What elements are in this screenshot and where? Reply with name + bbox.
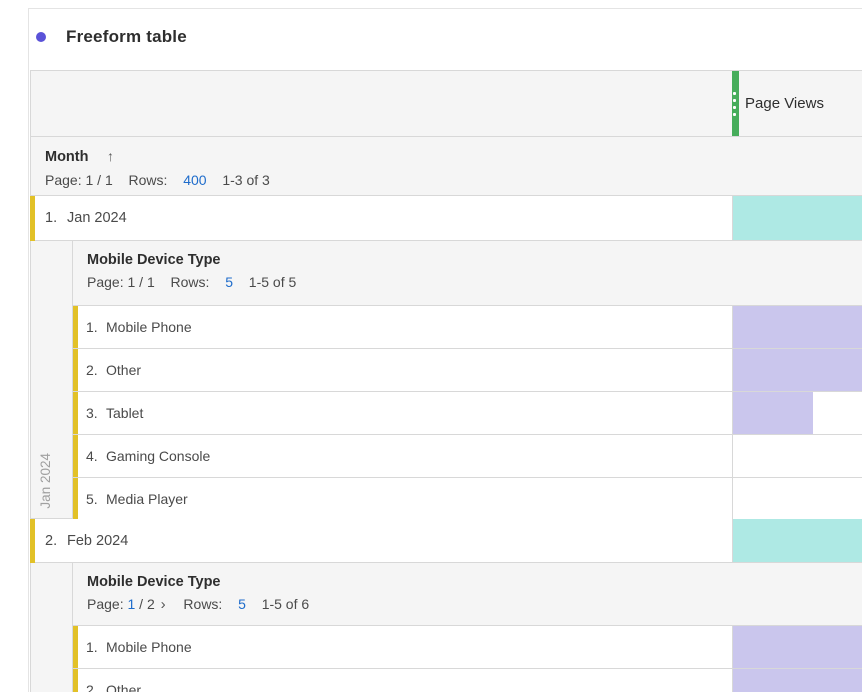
row-label[interactable]: Other <box>106 362 142 378</box>
row-index: 1. <box>86 639 98 655</box>
breakdown-row-media-player[interactable]: 5. Media Player <box>73 478 862 521</box>
value-cell[interactable] <box>732 435 733 477</box>
rows-count-link[interactable]: 5 <box>238 596 246 612</box>
breakdown-title[interactable]: Mobile Device Type <box>87 574 221 590</box>
breakdown-header: Mobile Device Type Page: 1 / 1 Rows: 5 1… <box>73 241 862 306</box>
panel-accent-dot-icon <box>36 32 46 42</box>
value-cell[interactable] <box>732 519 862 562</box>
breakdown-row-mobile-phone[interactable]: 1. Mobile Phone <box>73 306 862 349</box>
row-label-cell[interactable]: 1. Jan 2024 <box>45 196 127 240</box>
row-label[interactable]: Other <box>106 682 142 692</box>
row-marker-bar <box>30 519 35 563</box>
panel-title[interactable]: Freeform table <box>66 27 187 46</box>
row-label[interactable]: Jan 2024 <box>67 210 127 226</box>
value-cell[interactable] <box>732 478 733 520</box>
page-label: Page: <box>45 172 82 188</box>
breakdown-side-column <box>31 563 73 692</box>
freeform-table: Page Views Month ↑ Page: 1 / 1 Rows: 400… <box>30 70 862 692</box>
row-marker-bar <box>73 478 78 520</box>
metric-column-header[interactable]: Page Views <box>745 95 824 112</box>
breakdown-side-column: Jan 2024 <box>31 241 73 519</box>
range-text: 1-5 of 6 <box>261 596 310 612</box>
page-value: 1 / 1 <box>85 172 113 188</box>
row-index: 2. <box>86 362 98 378</box>
row-label[interactable]: Mobile Phone <box>106 639 192 655</box>
breakdown-row-gaming-console[interactable]: 4. Gaming Console <box>73 435 862 478</box>
breakdown-title[interactable]: Mobile Device Type <box>87 252 221 268</box>
row-marker-bar <box>30 196 35 241</box>
rows-label: Rows: <box>183 596 223 612</box>
sort-ascending-icon[interactable]: ↑ <box>106 148 114 164</box>
row-index: 4. <box>86 448 98 464</box>
page-label: Page: <box>87 596 124 612</box>
value-cell[interactable] <box>732 669 862 692</box>
row-index: 5. <box>86 491 98 507</box>
page-value: 1 / 1 <box>127 274 155 290</box>
row-index: 1. <box>86 319 98 335</box>
value-cell[interactable] <box>732 306 862 348</box>
row-marker-bar <box>73 435 78 477</box>
rows-label: Rows: <box>170 274 210 290</box>
dimension-header-row: Month ↑ Page: 1 / 1 Rows: 400 1-3 of 3 <box>31 137 862 196</box>
breakdown-row-tablet[interactable]: 3. Tablet <box>73 392 862 435</box>
row-marker-bar <box>73 669 78 692</box>
rows-count-link[interactable]: 5 <box>225 274 233 290</box>
pagination-line: Page: 1 / 1 Rows: 400 1-3 of 3 <box>45 172 862 188</box>
value-cell[interactable] <box>732 626 862 668</box>
value-cell[interactable] <box>732 349 862 391</box>
breakdown-header: Mobile Device Type Page: 1 / 2 › Rows: 5… <box>73 563 862 626</box>
table-row-jan-2024[interactable]: 1. Jan 2024 <box>30 196 862 241</box>
rows-count-link[interactable]: 400 <box>183 172 207 188</box>
value-cell[interactable] <box>732 196 862 240</box>
rows-label: Rows: <box>128 172 168 188</box>
breakdown-row-mobile-phone[interactable]: 1. Mobile Phone <box>73 626 862 669</box>
cell-fill-bar <box>733 392 813 434</box>
value-cell[interactable] <box>732 392 813 434</box>
cell-fill-bar <box>733 349 862 391</box>
cell-fill-bar <box>733 519 862 562</box>
row-label[interactable]: Media Player <box>106 491 188 507</box>
row-label[interactable]: Tablet <box>106 405 144 421</box>
current-page-link[interactable]: 1 <box>127 596 136 612</box>
cell-fill-bar <box>733 196 862 240</box>
dimension-title-line: Month ↑ <box>45 148 862 166</box>
dimension-title[interactable]: Month <box>45 149 89 165</box>
breakdown-side-label: Jan 2024 <box>38 453 53 509</box>
metric-drag-handle[interactable] <box>732 71 739 136</box>
table-row-feb-2024[interactable]: 2. Feb 2024 <box>30 519 862 563</box>
range-text: 1-5 of 5 <box>248 274 297 290</box>
drag-dots-icon <box>733 91 736 116</box>
row-label[interactable]: Mobile Phone <box>106 319 192 335</box>
row-marker-bar <box>73 349 78 391</box>
row-index: 3. <box>86 405 98 421</box>
breakdown-feb-2024: Mobile Device Type Page: 1 / 2 › Rows: 5… <box>31 563 862 692</box>
breakdown-row-other[interactable]: 2. Other <box>73 669 862 692</box>
row-marker-bar <box>73 392 78 434</box>
panel-top-border <box>28 8 862 9</box>
row-index: 1. <box>45 210 58 226</box>
row-label[interactable]: Feb 2024 <box>67 532 129 549</box>
breakdown-row-other[interactable]: 2. Other <box>73 349 862 392</box>
panel-header: Freeform table <box>36 27 187 47</box>
row-label-cell[interactable]: 2. Feb 2024 <box>45 519 128 562</box>
cell-fill-bar <box>733 626 862 668</box>
breakdown-pagination: Page: 1 / 1 Rows: 5 1-5 of 5 <box>87 274 862 290</box>
row-label[interactable]: Gaming Console <box>106 448 211 464</box>
row-marker-bar <box>73 626 78 668</box>
panel-left-border <box>28 8 29 692</box>
row-marker-bar <box>73 306 78 348</box>
next-page-chevron-icon[interactable]: › <box>160 596 166 613</box>
breakdown-jan-2024: Jan 2024 Mobile Device Type Page: 1 / 1 … <box>31 241 862 521</box>
breakdown-pagination: Page: 1 / 2 › Rows: 5 1-5 of 6 <box>87 596 862 613</box>
row-index: 2. <box>86 682 98 692</box>
cell-fill-bar <box>733 306 862 348</box>
row-index: 2. <box>45 532 58 549</box>
metric-header-row: Page Views <box>31 71 862 137</box>
page-total: / 2 <box>139 596 155 612</box>
page-label: Page: <box>87 274 124 290</box>
cell-fill-bar <box>733 669 862 692</box>
range-text: 1-3 of 3 <box>222 172 270 188</box>
